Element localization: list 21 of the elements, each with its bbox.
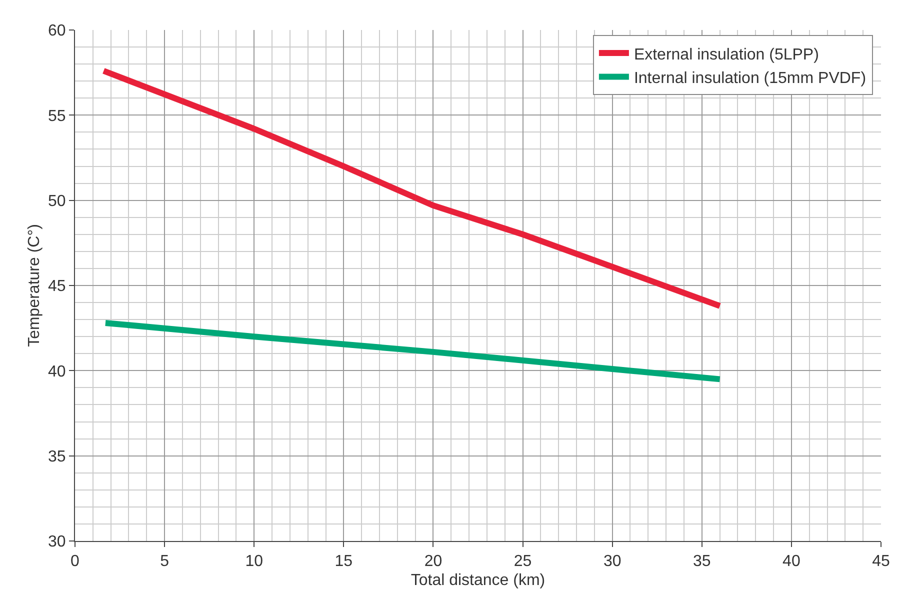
x-tick-label: 5 [160,553,170,570]
legend-label: External insulation (5LPP) [634,46,819,64]
y-tick-label: 50 [48,192,66,210]
y-tick-label: 45 [48,278,66,296]
x-tick-label: 15 [334,553,353,570]
legend-label: Internal insulation (15mm PVDF) [634,70,866,88]
y-tick-label: 35 [48,448,66,466]
y-axis-title: Temperature (C°) [26,224,43,347]
y-tick-label: 55 [48,108,66,125]
x-tick-label: 40 [782,553,800,570]
x-tick-label: 20 [424,553,442,570]
x-tick-label: 10 [245,553,264,570]
x-tick-label: 25 [514,553,532,570]
x-tick-label: 45 [872,553,890,570]
y-tick-label: 40 [48,363,66,380]
x-tick-label: 35 [692,553,711,570]
x-tick-label: 30 [603,553,622,570]
x-tick-label: 0 [70,553,80,570]
x-axis-title: Total distance (km) [410,572,546,589]
y-tick-label: 60 [48,22,66,40]
y-tick-label: 30 [48,534,66,551]
